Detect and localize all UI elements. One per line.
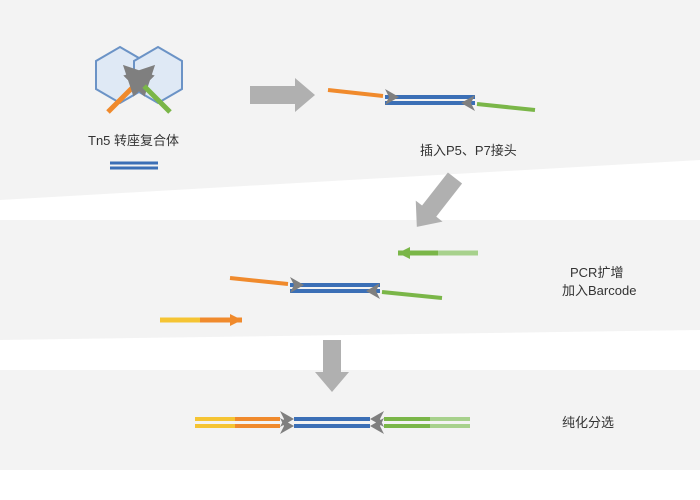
diagram-canvas: Tn5 转座复合体 插入P5、P7接头 PCR扩增 加入Barcode 纯化分选 xyxy=(0,0,700,500)
label-purify: 纯化分选 xyxy=(562,412,614,431)
label-insert: 插入P5、P7接头 xyxy=(420,140,517,159)
label-tn5: Tn5 转座复合体 xyxy=(88,130,179,149)
label-pcr1: PCR扩增 xyxy=(570,262,623,281)
label-pcr2: 加入Barcode xyxy=(562,280,636,299)
